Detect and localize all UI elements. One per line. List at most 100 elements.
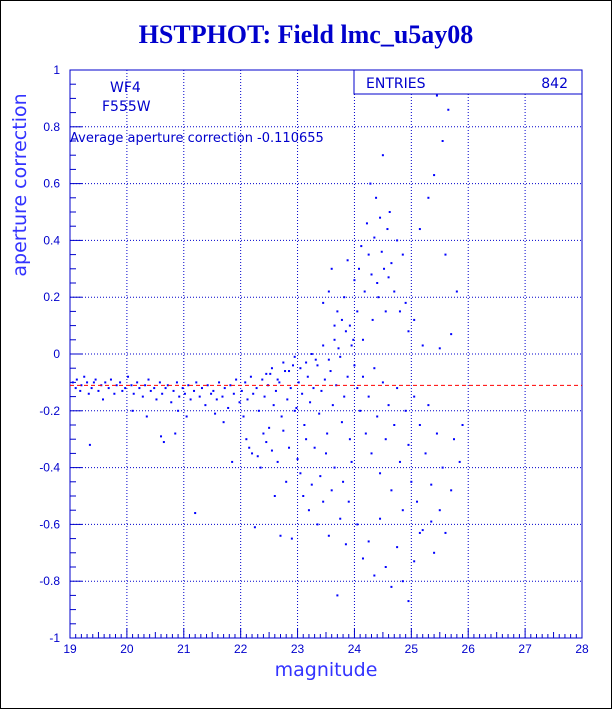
chart-title: HSTPHOT: Field lmc_u5ay08: [138, 20, 474, 49]
stats-entries-label: ENTRIES: [366, 76, 426, 92]
data-point: [284, 370, 287, 373]
data-point: [174, 432, 177, 435]
data-point: [350, 460, 353, 463]
data-point: [322, 301, 325, 304]
x-tick-label: 27: [518, 642, 532, 656]
data-point: [262, 432, 265, 435]
data-point: [238, 401, 241, 404]
data-point: [79, 389, 82, 392]
chip-label: WF4: [110, 80, 141, 96]
data-point: [223, 387, 226, 390]
data-point: [384, 566, 387, 568]
data-point: [396, 387, 399, 390]
data-point: [119, 381, 122, 384]
data-point: [381, 381, 384, 384]
data-point: [155, 398, 158, 401]
data-point: [314, 358, 317, 361]
data-point: [370, 273, 373, 276]
data-point: [147, 378, 150, 381]
data-point: [375, 196, 378, 199]
stats-box: [353, 69, 583, 95]
data-point: [166, 384, 169, 387]
data-point: [185, 415, 188, 418]
tick-labels: 19 20 21 22 23 24 25 26 27 28 -1 -0.8 -0.6 -0.4 -0.2 0 0…: [39, 63, 589, 656]
y-axis-title: aperture correction: [9, 93, 31, 276]
data-point: [195, 381, 198, 384]
data-point: [90, 387, 93, 390]
data-point: [333, 466, 336, 469]
stats-entries-value: 842: [541, 76, 568, 92]
data-point: [320, 389, 323, 392]
data-point: [361, 338, 364, 341]
data-point: [330, 489, 333, 492]
data-point: [421, 529, 424, 532]
data-point: [235, 378, 238, 381]
data-point: [257, 409, 260, 412]
data-point: [444, 253, 447, 256]
data-points: [71, 94, 464, 603]
y-tick-label: -0.2: [39, 404, 60, 418]
data-point: [343, 296, 346, 299]
data-point: [348, 438, 351, 441]
data-point: [288, 370, 291, 373]
data-point: [329, 370, 332, 373]
data-point: [92, 381, 95, 384]
data-point: [384, 310, 387, 313]
data-point: [280, 415, 283, 418]
data-point: [242, 415, 245, 418]
data-point: [251, 452, 254, 455]
data-point: [363, 290, 366, 293]
data-point: [141, 395, 144, 398]
data-point: [279, 534, 282, 537]
y-tick-label: 0.6: [43, 177, 60, 191]
data-point: [86, 381, 89, 384]
data-point: [352, 338, 355, 341]
data-point: [377, 296, 380, 299]
data-point: [253, 526, 256, 529]
data-point: [276, 460, 279, 463]
data-point: [313, 446, 316, 449]
data-point: [189, 398, 192, 401]
x-tick-label: 28: [575, 642, 589, 656]
data-point: [379, 216, 382, 219]
data-point: [124, 387, 127, 390]
data-point: [373, 236, 376, 239]
average-note: Average aperture correction -0.110655: [70, 131, 324, 146]
data-point: [407, 600, 410, 603]
data-point: [370, 452, 373, 455]
data-point: [104, 381, 107, 384]
data-point: [113, 392, 116, 395]
data-point: [342, 480, 345, 483]
data-point: [333, 338, 336, 341]
data-point: [296, 458, 299, 461]
data-point: [369, 182, 372, 185]
data-point: [441, 140, 444, 142]
data-point: [346, 375, 349, 378]
data-point: [282, 361, 285, 364]
data-point: [249, 375, 252, 378]
data-point: [413, 395, 416, 398]
y-tick-label: -0.4: [39, 461, 60, 475]
data-point: [138, 387, 141, 390]
data-point: [204, 404, 207, 407]
data-point: [325, 452, 327, 455]
data-point: [299, 472, 302, 475]
data-point: [293, 355, 296, 358]
data-point: [244, 381, 247, 384]
data-point: [390, 489, 393, 492]
data-point: [430, 483, 433, 486]
data-point: [231, 460, 234, 463]
data-point: [379, 517, 382, 520]
data-point: [404, 409, 407, 412]
data-point: [360, 245, 363, 248]
data-point: [194, 512, 197, 515]
data-point: [450, 333, 453, 336]
data-point: [265, 441, 268, 444]
data-point: [278, 381, 281, 384]
data-point: [261, 378, 264, 381]
data-point: [367, 540, 370, 543]
data-point: [336, 310, 339, 313]
data-point: [433, 174, 436, 177]
data-point: [390, 585, 393, 588]
data-point: [75, 378, 78, 381]
